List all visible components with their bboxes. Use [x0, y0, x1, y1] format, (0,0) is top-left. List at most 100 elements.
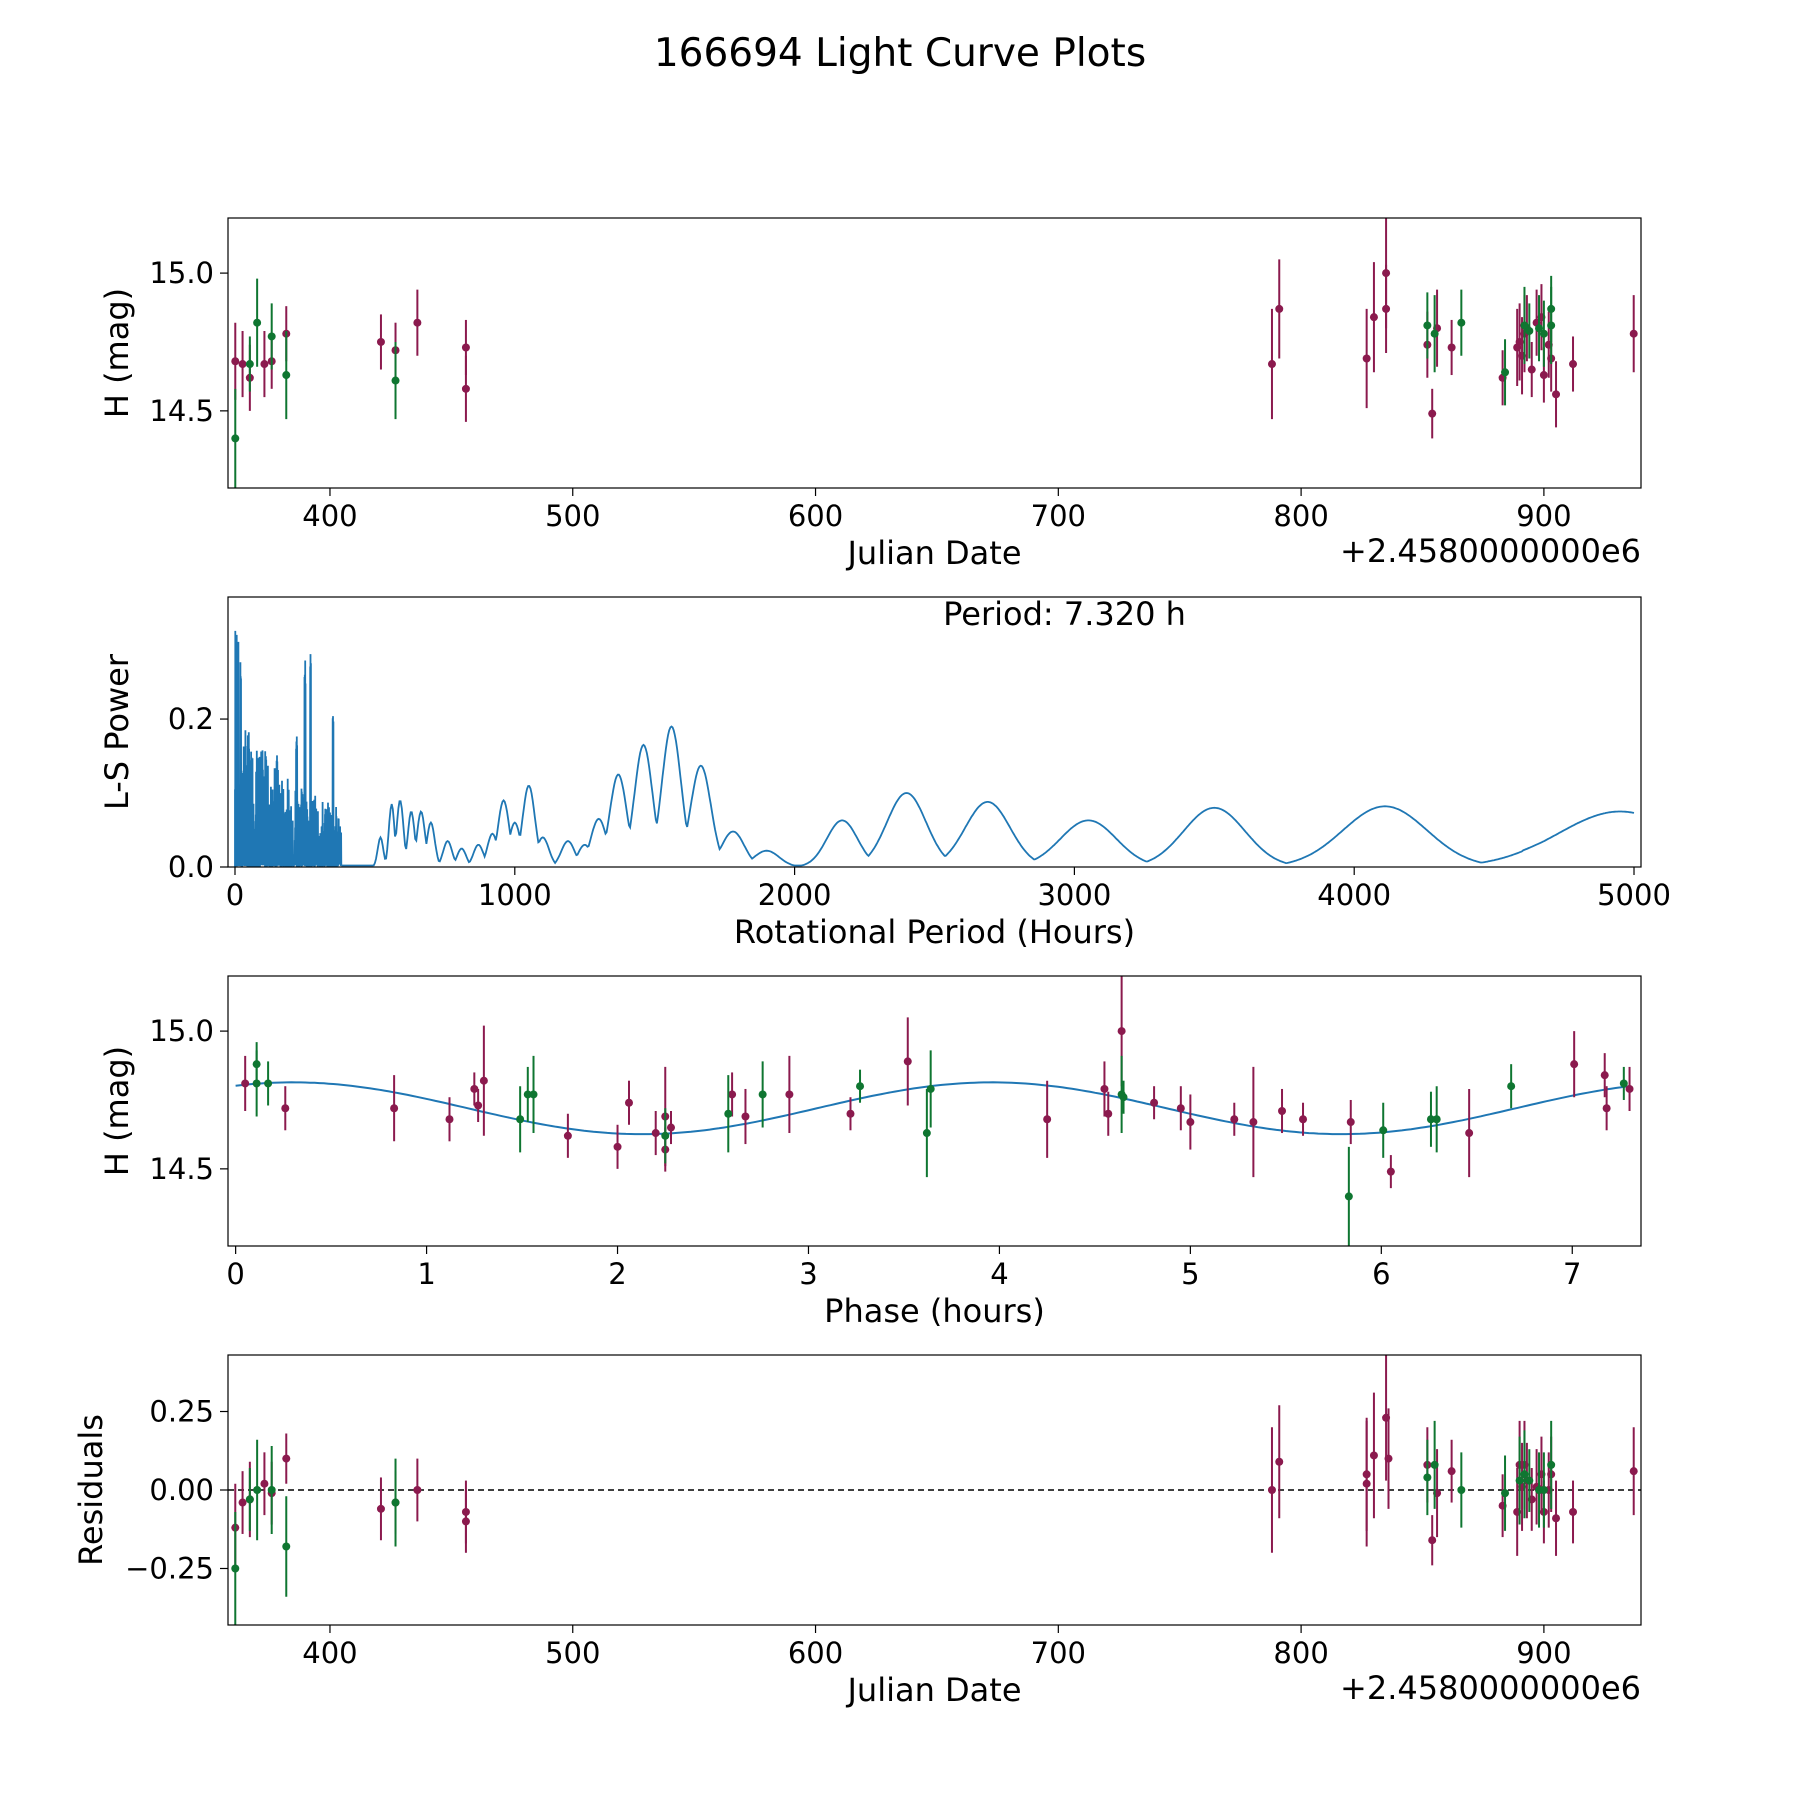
red-data-point [445, 1115, 454, 1124]
red-data-point [1447, 1467, 1456, 1476]
x-tick-label: 3 [799, 1257, 817, 1291]
green-data-point [1501, 1489, 1510, 1498]
red-data-point [1249, 1118, 1258, 1127]
x-tick-label: 4 [990, 1257, 1008, 1291]
green-data-point [267, 332, 276, 341]
x-tick-label: 5000 [1597, 878, 1671, 912]
green-data-point [391, 1498, 400, 1507]
green-data-point [253, 318, 262, 327]
x-tick-label: 7 [1563, 1257, 1581, 1291]
green-data-point [1457, 1486, 1466, 1494]
red-data-point [260, 360, 269, 369]
x-tick-label: 0 [226, 1257, 244, 1291]
green-data-point [282, 371, 291, 380]
phased-frame [227, 975, 1642, 1247]
red-data-point [238, 1498, 247, 1507]
green-data-point [758, 1090, 767, 1099]
residuals-ylabel: Residuals [72, 1414, 110, 1566]
red-data-point [461, 343, 470, 352]
x-tick-label: 3000 [1037, 878, 1111, 912]
red-data-point [666, 1123, 675, 1132]
red-data-point [563, 1131, 572, 1140]
red-data-point [1176, 1104, 1185, 1113]
red-data-point [1552, 1514, 1561, 1523]
red-data-point [624, 1098, 633, 1107]
red-data-point [281, 1104, 290, 1113]
red-data-point [1447, 343, 1456, 352]
red-data-point [1230, 1115, 1239, 1124]
green-data-point [1515, 1476, 1524, 1485]
red-data-point [1100, 1084, 1109, 1093]
red-data-point [413, 1486, 422, 1494]
green-data-point [391, 376, 400, 385]
x-tick-label: 600 [788, 1636, 843, 1670]
y-tick-label: 15.0 [149, 1014, 214, 1048]
green-data-point [264, 1079, 273, 1088]
red-data-point [1150, 1098, 1159, 1107]
red-data-point [1346, 1118, 1355, 1127]
red-data-point [1275, 304, 1284, 313]
green-data-point [529, 1090, 538, 1099]
green-data-point [231, 434, 240, 443]
y-tick-label: 0.0 [168, 850, 214, 884]
green-data-point [1344, 1192, 1353, 1201]
green-data-point [1379, 1126, 1388, 1135]
red-data-point [1369, 313, 1378, 322]
x-tick-label: 700 [1031, 499, 1086, 533]
green-data-point [1426, 1115, 1435, 1124]
lightcurve-xlabel: Julian Date [845, 534, 1021, 572]
period-annotation: Period: 7.320 h [943, 595, 1186, 633]
x-tick-label: 2000 [758, 878, 832, 912]
green-data-point [1457, 318, 1466, 327]
lightcurve-frame [227, 217, 1642, 489]
green-data-point [523, 1090, 532, 1099]
green-data-point [1619, 1079, 1628, 1088]
red-data-point [1629, 1467, 1638, 1476]
red-data-point [231, 357, 240, 366]
red-data-point [1600, 1071, 1609, 1080]
red-data-point [474, 1101, 483, 1110]
red-data-point [1570, 1060, 1579, 1069]
red-data-point [1278, 1107, 1287, 1115]
red-data-point [1569, 1507, 1578, 1516]
green-data-point [1119, 1093, 1128, 1102]
lightcurve-panel: 400 500 600 700 800 900 14.5 15.0 Julian Date H… [98, 217, 1642, 572]
red-data-point [785, 1090, 794, 1099]
green-data-point [1423, 1473, 1432, 1482]
periodogram-panel: 0 1000 2000 3000 4000 5000 0.0 0.2 Rotational P… [98, 595, 1671, 951]
red-data-point [1043, 1115, 1052, 1124]
red-data-point [238, 360, 247, 369]
red-data-point [1362, 354, 1371, 363]
red-data-point [741, 1112, 750, 1121]
figure-title: 166694 Light Curve Plots [654, 31, 1146, 76]
x-tick-label: 900 [1516, 499, 1571, 533]
y-tick-label: 0.00 [149, 1473, 214, 1507]
green-data-point [1525, 326, 1534, 335]
phased-ylabel: H (mag) [98, 1046, 136, 1176]
green-data-point [516, 1115, 525, 1124]
green-data-point [245, 1495, 254, 1504]
phased-panel: 0 1 2 3 4 5 6 7 14.5 15.0 Phase (hours) H (mag) [98, 975, 1642, 1330]
x-tick-label: 400 [302, 499, 357, 533]
red-data-point [390, 1104, 399, 1113]
red-data-point [461, 1517, 470, 1526]
red-data-point [1602, 1104, 1611, 1113]
green-data-point [1535, 324, 1544, 333]
green-data-point [1520, 1470, 1529, 1479]
x-tick-label: 500 [545, 499, 600, 533]
green-data-point [856, 1082, 865, 1091]
red-data-point [1267, 1486, 1276, 1494]
y-tick-label: 14.5 [149, 1152, 214, 1186]
green-data-point [1525, 1476, 1534, 1485]
y-tick-label: 14.5 [149, 394, 214, 428]
x-tick-label: 500 [545, 1636, 600, 1670]
red-data-point [1386, 1167, 1395, 1176]
red-data-point [1275, 1457, 1284, 1466]
lightcurve-offset-label: +2.4580000000e6 [1340, 532, 1641, 570]
red-data-point [1104, 1109, 1113, 1118]
green-data-point [1507, 1082, 1516, 1091]
residuals-xlabel: Julian Date [845, 1671, 1021, 1709]
periodogram-xlabel: Rotational Period (Hours) [734, 913, 1135, 951]
y-tick-label: 0.2 [168, 702, 214, 736]
red-data-point [846, 1109, 855, 1118]
